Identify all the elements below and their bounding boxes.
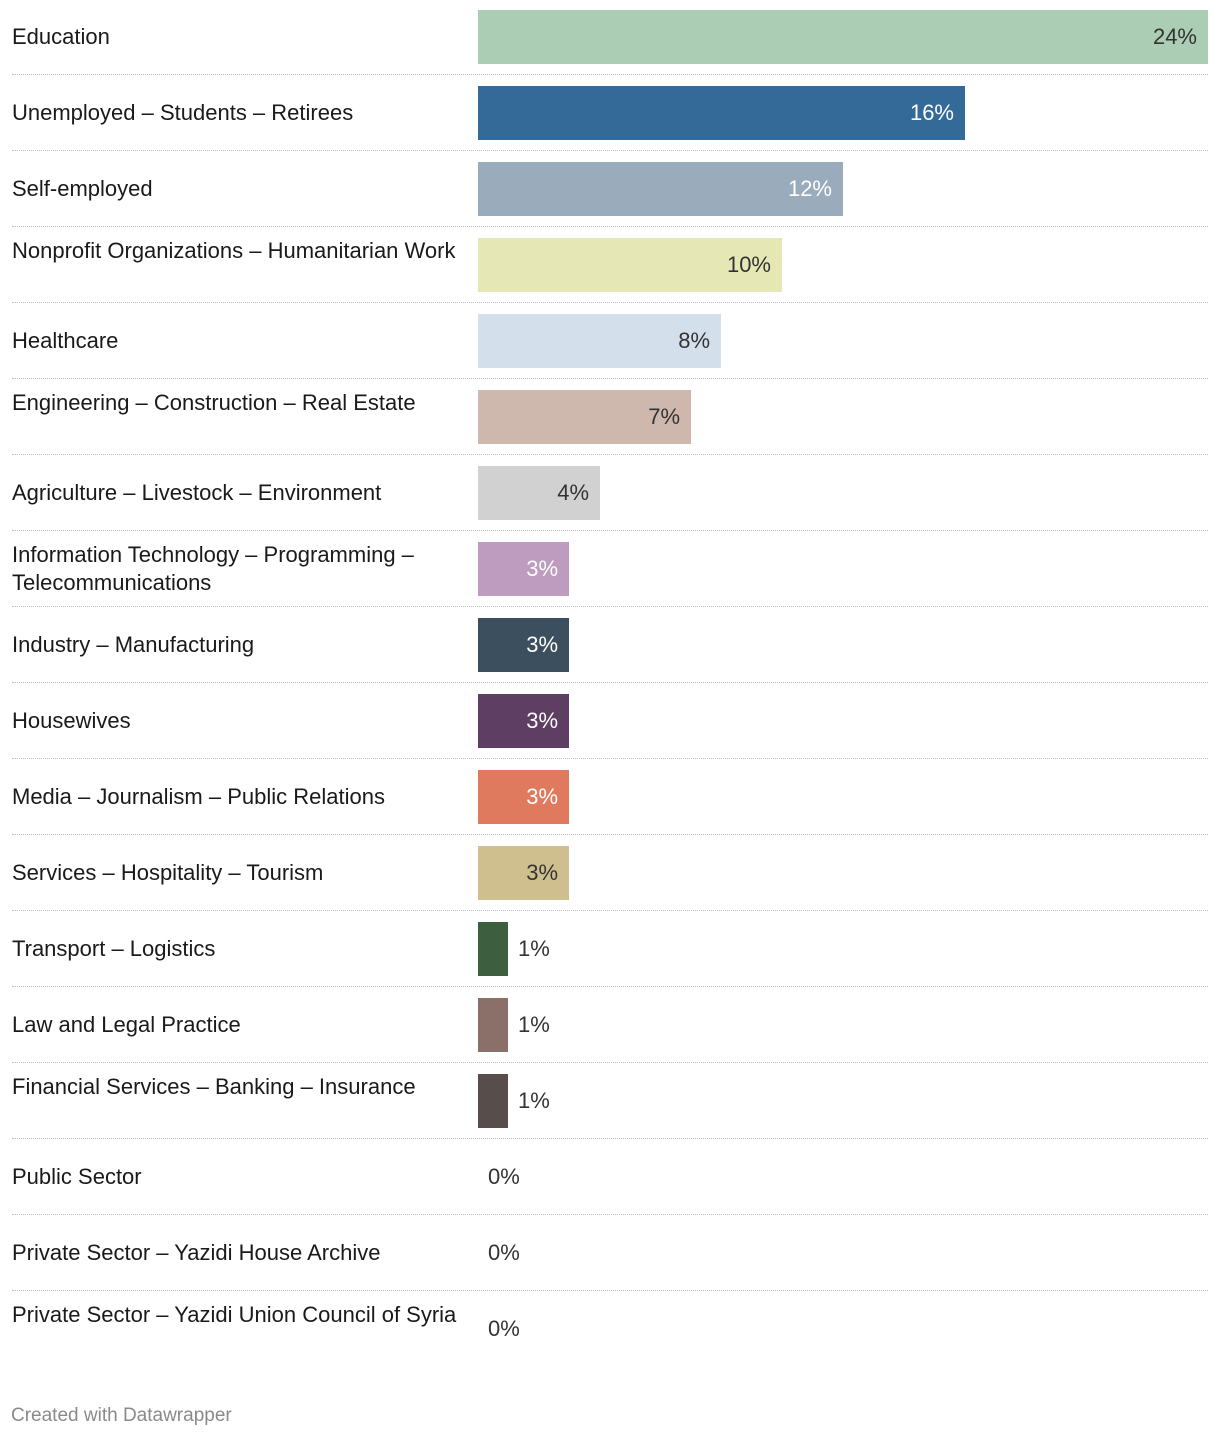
bar [478, 390, 691, 444]
bar [478, 466, 600, 520]
value-label: 1% [518, 1088, 550, 1113]
value-label: 1% [518, 1012, 550, 1037]
bar-row: Industry – Manufacturing 3% [0, 608, 1220, 684]
value-label: 0% [488, 1316, 520, 1341]
category-label: Transport – Logistics [12, 936, 216, 961]
value-label: 7% [648, 404, 680, 429]
row-divider [12, 986, 1208, 987]
bar [478, 618, 569, 672]
bar [478, 922, 508, 976]
row-divider [12, 454, 1208, 455]
bar-row: Private Sector – Yazidi House Archive 0% [0, 1216, 1220, 1292]
row-divider [12, 834, 1208, 835]
bar [478, 314, 721, 368]
bar [478, 694, 569, 748]
row-divider [12, 530, 1208, 531]
bar-row: Housewives 3% [0, 684, 1220, 760]
category-label: Media – Journalism – Public Relations [12, 784, 385, 809]
category-label: Education [12, 24, 110, 49]
value-label: 3% [526, 784, 558, 809]
category-label: Law and Legal Practice [12, 1012, 241, 1037]
bar-row: Agriculture – Livestock – Environment 4% [0, 456, 1220, 532]
value-label: 0% [488, 1240, 520, 1265]
category-label: Financial Services – Banking – Insurance [12, 1074, 416, 1099]
value-label: 3% [526, 708, 558, 733]
category-label: Private Sector – Yazidi House Archive [12, 1240, 381, 1265]
bar-row: Unemployed – Students – Retirees 16% [0, 76, 1220, 152]
row-divider [12, 758, 1208, 759]
bar-row: Healthcare 8% [0, 304, 1220, 380]
value-label: 0% [488, 1164, 520, 1189]
value-label: 3% [526, 860, 558, 885]
row-divider [12, 910, 1208, 911]
value-label: 16% [909, 100, 954, 125]
bar-row: Private Sector – Yazidi Union Council of… [0, 1292, 1220, 1368]
value-label: 3% [526, 556, 558, 581]
bar-row: Public Sector 0% [0, 1140, 1220, 1216]
value-label: 4% [557, 480, 589, 505]
row-divider [12, 74, 1208, 75]
bar [478, 542, 569, 596]
category-label: Engineering – Construction – Real Estate [12, 390, 416, 415]
bar-row: Information Technology – Programming – T… [0, 532, 1220, 608]
row-divider [12, 1290, 1208, 1291]
category-label: Nonprofit Organizations – Humanitarian W… [12, 238, 456, 263]
credit-footer: Created with Datawrapper [11, 1405, 232, 1426]
value-label: 12% [787, 176, 832, 201]
bar [478, 238, 782, 292]
bar-row: Self-employed 12% [0, 152, 1220, 228]
bar [478, 998, 508, 1052]
row-divider [12, 1062, 1208, 1063]
category-label: Information Technology – Programming – T… [12, 542, 414, 595]
bar [478, 162, 843, 216]
value-label: 10% [726, 252, 771, 277]
row-divider [12, 1138, 1208, 1139]
category-label: Public Sector [12, 1164, 142, 1189]
bar-row: Services – Hospitality – Tourism 3% [0, 836, 1220, 912]
row-divider [12, 1214, 1208, 1215]
category-label: Healthcare [12, 328, 119, 353]
category-label: Unemployed – Students – Retirees [12, 100, 354, 125]
category-label: Private Sector – Yazidi Union Council of… [12, 1302, 457, 1327]
value-label: 24% [1152, 24, 1197, 49]
bar-row: Law and Legal Practice 1% [0, 988, 1220, 1064]
bar-row: Media – Journalism – Public Relations 3% [0, 760, 1220, 836]
bar [478, 846, 569, 900]
row-divider [12, 226, 1208, 227]
category-label: Agriculture – Livestock – Environment [12, 480, 382, 505]
row-divider [12, 682, 1208, 683]
bar-row: Nonprofit Organizations – Humanitarian W… [0, 228, 1220, 304]
row-divider [12, 378, 1208, 379]
row-divider [12, 302, 1208, 303]
bar-row: Engineering – Construction – Real Estate… [0, 380, 1220, 456]
bar [478, 770, 569, 824]
bar [478, 10, 1208, 64]
value-label: 3% [526, 632, 558, 657]
category-label: Housewives [12, 708, 131, 733]
bar [478, 1074, 508, 1128]
category-label: Services – Hospitality – Tourism [12, 860, 324, 885]
value-label: 1% [518, 936, 550, 961]
category-label: Self-employed [12, 176, 153, 201]
bar [478, 86, 965, 140]
bar-row: Transport – Logistics 1% [0, 912, 1220, 988]
value-label: 8% [678, 328, 710, 353]
bar-row: Education 24% [0, 0, 1220, 76]
bar-chart: Education 24% Unemployed – Students – Reti… [0, 0, 1220, 1368]
category-label: Industry – Manufacturing [12, 632, 255, 657]
bar-row: Financial Services – Banking – Insurance… [0, 1064, 1220, 1140]
row-divider [12, 150, 1208, 151]
row-divider [12, 606, 1208, 607]
